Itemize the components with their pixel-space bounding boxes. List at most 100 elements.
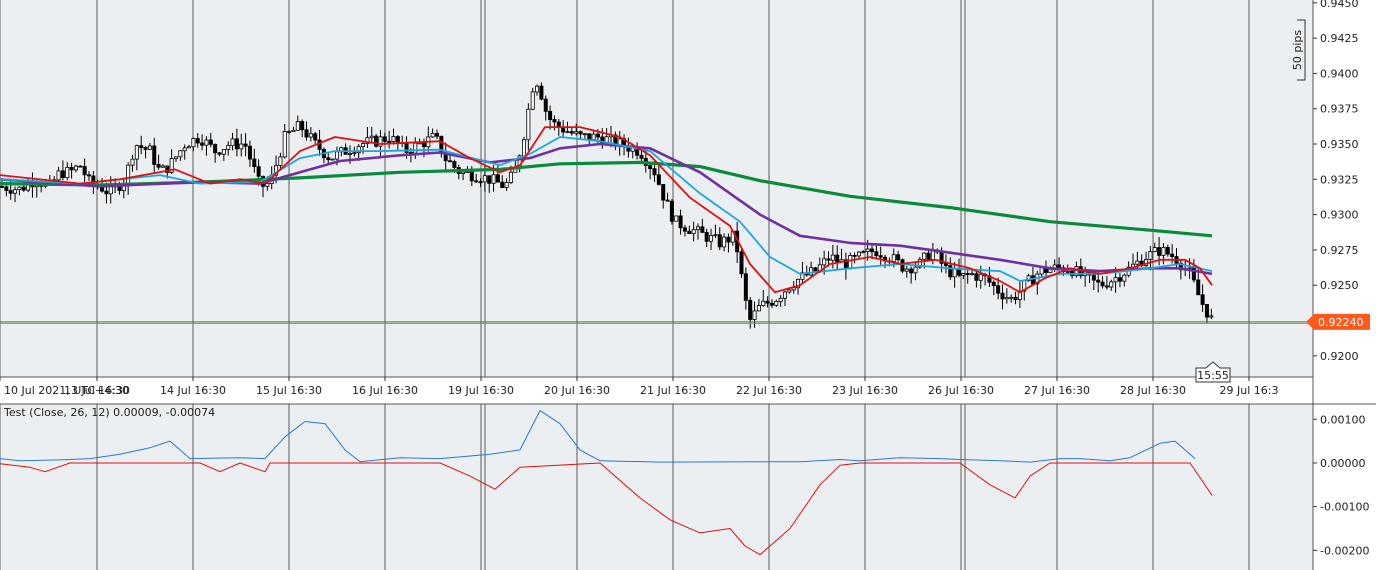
candle (704, 228, 709, 248)
candle-body (1057, 264, 1062, 269)
price-plot-area[interactable] (0, 0, 1313, 377)
candle (369, 127, 374, 143)
candle (87, 171, 92, 181)
candle-body (678, 215, 683, 229)
candle-body (187, 146, 192, 149)
candle-body (287, 131, 292, 133)
candle (835, 245, 840, 270)
candle-body (173, 156, 178, 160)
candle-body (835, 254, 840, 263)
candle-body (213, 143, 218, 154)
candle-body (582, 133, 587, 136)
candle (221, 149, 226, 162)
candle-body (1039, 267, 1044, 275)
candle-body (783, 291, 788, 299)
candle-body (1004, 297, 1009, 300)
candle (130, 155, 135, 172)
candle-body (739, 251, 744, 275)
candle-body (1196, 279, 1201, 296)
time-marker-label: 15:55 (1197, 369, 1229, 382)
indicator-plot-area[interactable] (0, 404, 1313, 570)
candle-body (147, 145, 152, 150)
candle-body (874, 251, 879, 257)
candle-body (856, 251, 861, 257)
candle-body (961, 273, 966, 276)
indicator-axis-ticks: 0.00100 0.00000 -0.00100 -0.00200 (1313, 413, 1369, 557)
candle-body (652, 168, 657, 176)
candle-body (1000, 292, 1005, 300)
candle-body (787, 289, 792, 293)
candle-body (300, 121, 305, 131)
candle (739, 249, 744, 278)
candle-body (578, 131, 583, 135)
time-tick-label: 13 Jul 16:30 (64, 384, 130, 397)
time-tick-label: 14 Jul 16:30 (160, 384, 226, 397)
candle-body (769, 302, 774, 306)
candle-body (752, 310, 757, 320)
candle (648, 162, 653, 180)
candle-body (1122, 274, 1127, 282)
candle (1196, 268, 1201, 296)
candle (709, 228, 714, 251)
candle (178, 150, 183, 161)
candle-body (722, 236, 727, 248)
line-ma_purple (0, 142, 1213, 276)
candle (487, 175, 492, 193)
candle-body (1109, 281, 1114, 288)
candle (1161, 243, 1166, 265)
candle-body (139, 145, 144, 148)
candle (1017, 280, 1022, 308)
candle-body (291, 129, 296, 133)
candle-body (595, 133, 600, 138)
candle (1152, 242, 1157, 253)
candle (243, 133, 248, 157)
candle-body (356, 146, 361, 154)
candle-body (160, 165, 165, 168)
candle (909, 266, 914, 284)
candle-body (522, 139, 527, 157)
candle (743, 267, 748, 310)
candle-body (452, 161, 457, 168)
candle-body (978, 273, 983, 281)
candle-body (361, 143, 366, 148)
candle (313, 131, 318, 144)
candle (974, 270, 979, 288)
candle (996, 277, 1001, 300)
candle-body (474, 180, 479, 183)
candle-body (765, 300, 770, 304)
candle-body (774, 300, 779, 306)
price-tick-label: 0.9275 (1320, 244, 1359, 257)
candle (247, 140, 252, 168)
candle (208, 132, 213, 148)
candle (160, 164, 165, 168)
candle-body (413, 142, 418, 154)
candle (726, 233, 731, 253)
candle (756, 298, 761, 312)
current-price-badge (1306, 313, 1370, 330)
candle-body (748, 299, 753, 320)
price-axis (1313, 0, 1376, 570)
candle-body (1017, 290, 1022, 301)
candle-body (1165, 247, 1170, 255)
candle-body (1209, 315, 1214, 318)
time-tick-label: 10 Jul 2021, UTC+4:30 (4, 384, 129, 397)
candle-body (1009, 296, 1014, 299)
price-tick-label: 0.9450 (1320, 0, 1359, 10)
time-marker: 15:55 (1195, 361, 1231, 383)
candle (156, 154, 161, 170)
candle (961, 273, 966, 280)
candle (856, 251, 861, 259)
candle-body (8, 190, 13, 194)
candle (991, 280, 996, 296)
candle (574, 123, 579, 136)
candle (900, 258, 905, 274)
candle-body (904, 268, 909, 272)
candle-body (896, 254, 901, 261)
candle (682, 224, 687, 237)
candle-body (0, 185, 4, 188)
candle-body (526, 108, 531, 141)
candle-body (591, 133, 596, 141)
candle-body (104, 190, 109, 195)
